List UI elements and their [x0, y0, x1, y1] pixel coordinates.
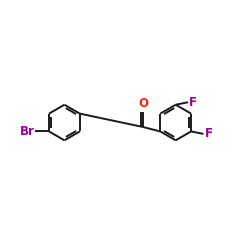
Text: Br: Br — [20, 125, 34, 138]
Text: O: O — [138, 97, 148, 110]
Text: F: F — [204, 128, 212, 140]
Text: F: F — [189, 96, 197, 109]
